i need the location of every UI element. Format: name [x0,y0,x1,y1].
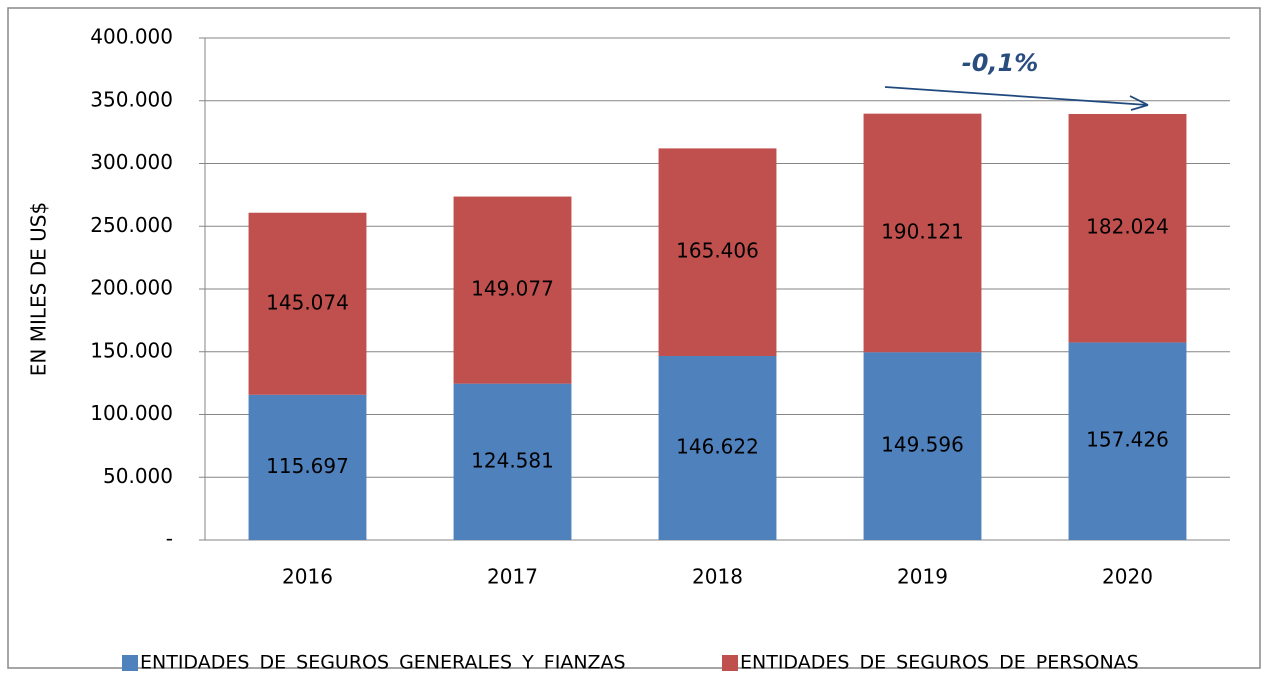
arrow-head [1129,95,1149,111]
bar-segment [1068,113,1187,343]
data-label: 149.077 [471,277,554,301]
y-tick-label: 350.000 [90,87,173,111]
legend-swatch [122,655,138,671]
data-label: 149.596 [881,433,964,457]
x-tick-label: 2016 [282,565,333,589]
bar-segment [863,352,982,540]
y-tick-label: 400.000 [90,25,173,49]
y-tick-label: 300.000 [90,150,173,174]
y-tick-label: 50.000 [103,464,173,488]
annotation: -0,1% [962,49,1039,77]
data-label: 182.024 [1086,215,1169,239]
y-tick-label: 150.000 [90,338,173,362]
bar-segment [658,148,777,356]
data-label: 115.697 [266,454,349,478]
bar-segment [248,394,367,540]
data-label: 145.074 [266,290,349,314]
legend-label: ENTIDADES DE SEGUROS DE PERSONAS [740,652,1139,673]
data-label: 146.622 [676,434,759,458]
data-label: 190.121 [881,219,964,243]
bar-segment [453,196,572,384]
trend-arrow [884,86,1149,106]
chart-border [7,7,1261,669]
data-label: 165.406 [676,239,759,263]
y-tick-label: 200.000 [90,276,173,300]
bar-segment [248,212,367,395]
legend-swatch [722,655,738,671]
bar-segment [453,383,572,540]
y-tick-label: - [166,527,173,551]
labels: 2016 115.697 145.074 2017 124.581 149.077 2018… [122,215,1169,673]
bars [248,113,1187,540]
x-tick-label: 2018 [692,565,743,589]
legend-label: ENTIDADES DE SEGUROS GENERALES Y FIANZAS [140,652,626,673]
y-tick-label: 250.000 [90,213,173,237]
data-label: 157.426 [1086,428,1169,452]
bar-segment [863,113,982,353]
x-tick-label: 2017 [487,565,538,589]
y-tick-label: 100.000 [90,401,173,425]
data-label: 124.581 [471,448,554,472]
bar-segment [1068,342,1187,540]
x-tick-label: 2019 [897,565,948,589]
y-axis-label: EN MILES DE US$ [27,202,51,376]
bar-segment [658,355,777,540]
x-tick-label: 2020 [1102,565,1153,589]
